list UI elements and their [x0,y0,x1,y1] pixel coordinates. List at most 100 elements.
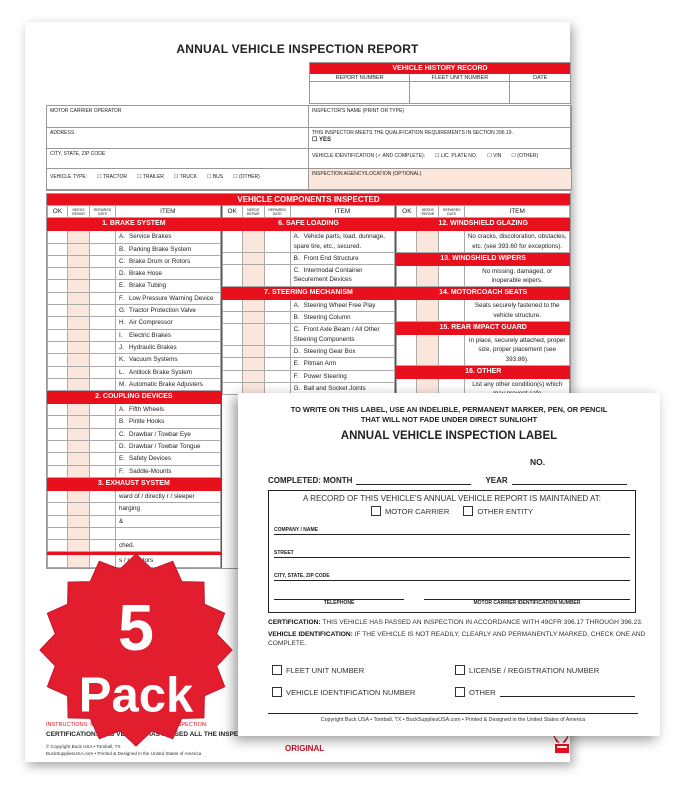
repaired-date-cell[interactable] [438,264,466,288]
ok-cell[interactable] [47,304,68,318]
needs-repair-cell[interactable] [67,279,90,293]
repaired-date-cell[interactable] [263,369,291,383]
repaired-date-cell[interactable] [89,427,116,442]
other-entity-checkbox[interactable]: OTHER ENTITY [463,506,533,516]
repaired-date-cell[interactable] [89,526,116,541]
needs-repair-cell[interactable] [67,254,90,269]
fleet-unit-field[interactable] [410,82,509,103]
inspector-name-field[interactable]: INSPECTOR'S NAME (PRINT OR TYPE) [309,106,572,128]
vt-option[interactable]: ☐ (OTHER) [233,174,260,180]
report-number-field[interactable] [310,82,409,103]
needs-repair-cell[interactable] [67,526,90,541]
other-checkbox[interactable]: OTHER [455,687,635,697]
repaired-date-cell[interactable] [263,230,291,253]
year-field[interactable] [511,476,627,485]
vid-option[interactable]: ☐ VIN [487,153,502,159]
needs-repair-cell[interactable] [67,230,90,244]
month-field[interactable] [356,476,472,485]
company-field[interactable]: COMPANY / NAME [274,527,630,535]
needs-repair-cell[interactable] [241,311,265,325]
vt-option[interactable]: ☐ TRACTOR [97,174,128,180]
telephone-field[interactable]: TELEPHONE [274,599,404,606]
ok-cell[interactable] [47,279,68,293]
needs-repair-cell[interactable] [67,489,90,504]
ok-cell[interactable] [47,403,68,417]
ok-cell[interactable] [396,230,418,253]
repaired-date-cell[interactable] [89,242,116,256]
repaired-date-cell[interactable] [89,365,116,379]
vt-option[interactable]: ☐ BUS [206,174,224,180]
address-field[interactable]: ADDRESS [47,128,309,149]
ok-cell[interactable] [47,440,68,454]
needs-repair-cell[interactable] [67,514,90,528]
ok-cell[interactable] [47,254,68,269]
needs-repair-cell[interactable] [67,427,90,442]
qualification-field[interactable]: THIS INSPECTOR MEETS THE QUALIFICATION R… [309,128,572,149]
inspection-agency-field[interactable]: INSPECTION AGENCY/LOCATION (OPTIONAL) [309,169,572,190]
needs-repair-cell[interactable] [67,539,90,553]
repaired-date-cell[interactable] [89,489,116,504]
needs-repair-cell[interactable] [241,323,265,346]
repaired-date-cell[interactable] [89,539,116,553]
repaired-date-cell[interactable] [263,344,291,359]
repaired-date-cell[interactable] [263,251,291,266]
needs-repair-cell[interactable] [67,267,90,281]
needs-repair-cell[interactable] [67,440,90,454]
needs-repair-cell[interactable] [416,299,440,323]
vid-option[interactable]: ☐ LIC. PLATE NO. [435,153,478,159]
repaired-date-cell[interactable] [263,298,291,313]
ok-cell[interactable] [47,267,68,281]
needs-repair-cell[interactable] [67,365,90,379]
needs-repair-cell[interactable] [416,230,440,253]
ok-cell[interactable] [47,427,68,442]
ok-cell[interactable] [47,291,68,306]
yes-checkbox-label[interactable]: YES [318,137,331,143]
ok-cell[interactable] [47,365,68,379]
repaired-date-cell[interactable] [89,452,116,466]
repaired-date-cell[interactable] [89,279,116,293]
repaired-date-cell[interactable] [89,353,116,367]
repaired-date-cell[interactable] [89,316,116,330]
motor-carrier-field[interactable]: MOTOR CARRIER OPERATOR [47,106,309,128]
ok-cell[interactable] [47,415,68,429]
ok-cell[interactable] [221,357,243,371]
repaired-date-cell[interactable] [263,323,291,346]
date-field[interactable] [510,82,570,103]
fleet-unit-checkbox[interactable]: FLEET UNIT NUMBER [272,665,364,675]
ok-cell[interactable] [47,353,68,367]
repaired-date-cell[interactable] [89,254,116,269]
ok-cell[interactable] [47,377,68,392]
vt-option[interactable]: ☐ TRAILER [137,174,164,180]
needs-repair-cell[interactable] [67,340,90,355]
repaired-date-cell[interactable] [263,264,291,287]
repaired-date-cell[interactable] [89,415,116,429]
vid-option[interactable]: ☐ (OTHER) [511,153,539,159]
needs-repair-cell[interactable] [67,452,90,466]
vin-checkbox[interactable]: VEHICLE IDENTIFICATION NUMBER [272,687,415,697]
ok-cell[interactable] [221,251,243,266]
repaired-date-cell[interactable] [89,464,116,478]
ok-cell[interactable] [47,340,68,355]
ok-cell[interactable] [47,230,68,244]
needs-repair-cell[interactable] [241,344,265,359]
needs-repair-cell[interactable] [241,264,265,287]
vt-option[interactable]: ☐ TRUCK [173,174,197,180]
needs-repair-cell[interactable] [67,377,90,392]
repaired-date-cell[interactable] [89,440,116,454]
ok-cell[interactable] [221,323,243,346]
needs-repair-cell[interactable] [241,251,265,266]
needs-repair-cell[interactable] [67,242,90,256]
ok-cell[interactable] [47,539,68,553]
ok-cell[interactable] [47,464,68,478]
repaired-date-cell[interactable] [89,328,116,342]
ok-cell[interactable] [47,328,68,342]
ok-cell[interactable] [47,316,68,330]
needs-repair-cell[interactable] [67,554,90,568]
needs-repair-cell[interactable] [67,316,90,330]
ok-cell[interactable] [221,264,243,287]
needs-repair-cell[interactable] [241,357,265,371]
repaired-date-cell[interactable] [89,340,116,355]
ok-cell[interactable] [396,264,418,288]
repaired-date-cell[interactable] [89,291,116,306]
ok-cell[interactable] [396,299,418,323]
